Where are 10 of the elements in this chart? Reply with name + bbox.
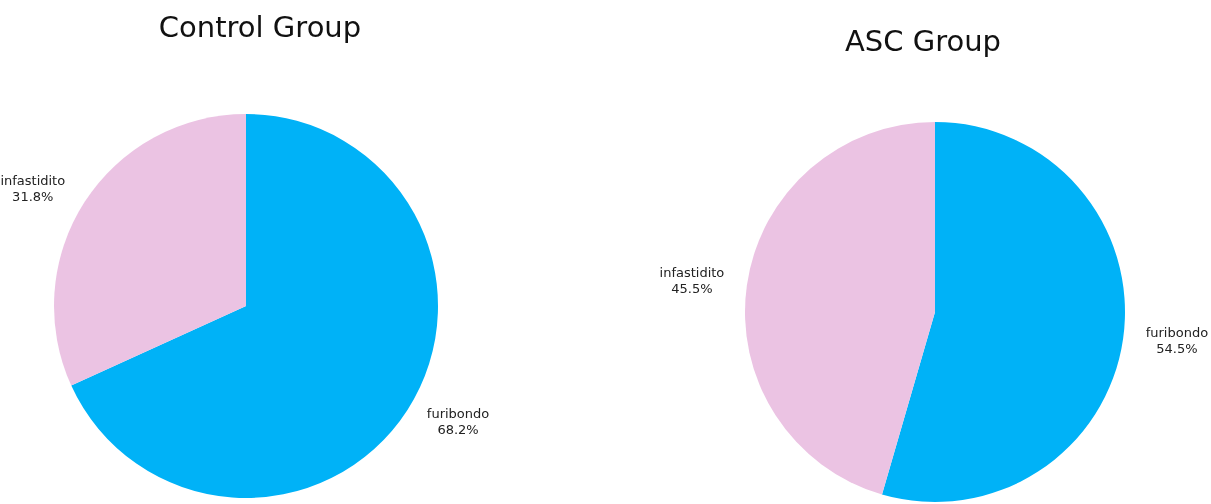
chart-title: ASC Group xyxy=(844,24,1002,58)
data-label: 68.2% xyxy=(437,421,479,437)
slice-label: infastidito xyxy=(659,265,725,281)
data-label: 45.5% xyxy=(671,281,713,297)
chart-title: Control Group xyxy=(158,10,362,44)
data-label: 54.5% xyxy=(1156,341,1198,357)
slice-label: infastidito xyxy=(0,173,66,189)
slice-label: furibondo xyxy=(426,405,490,421)
slice-label: furibondo xyxy=(1145,325,1209,341)
data-label: 31.8% xyxy=(12,189,54,205)
